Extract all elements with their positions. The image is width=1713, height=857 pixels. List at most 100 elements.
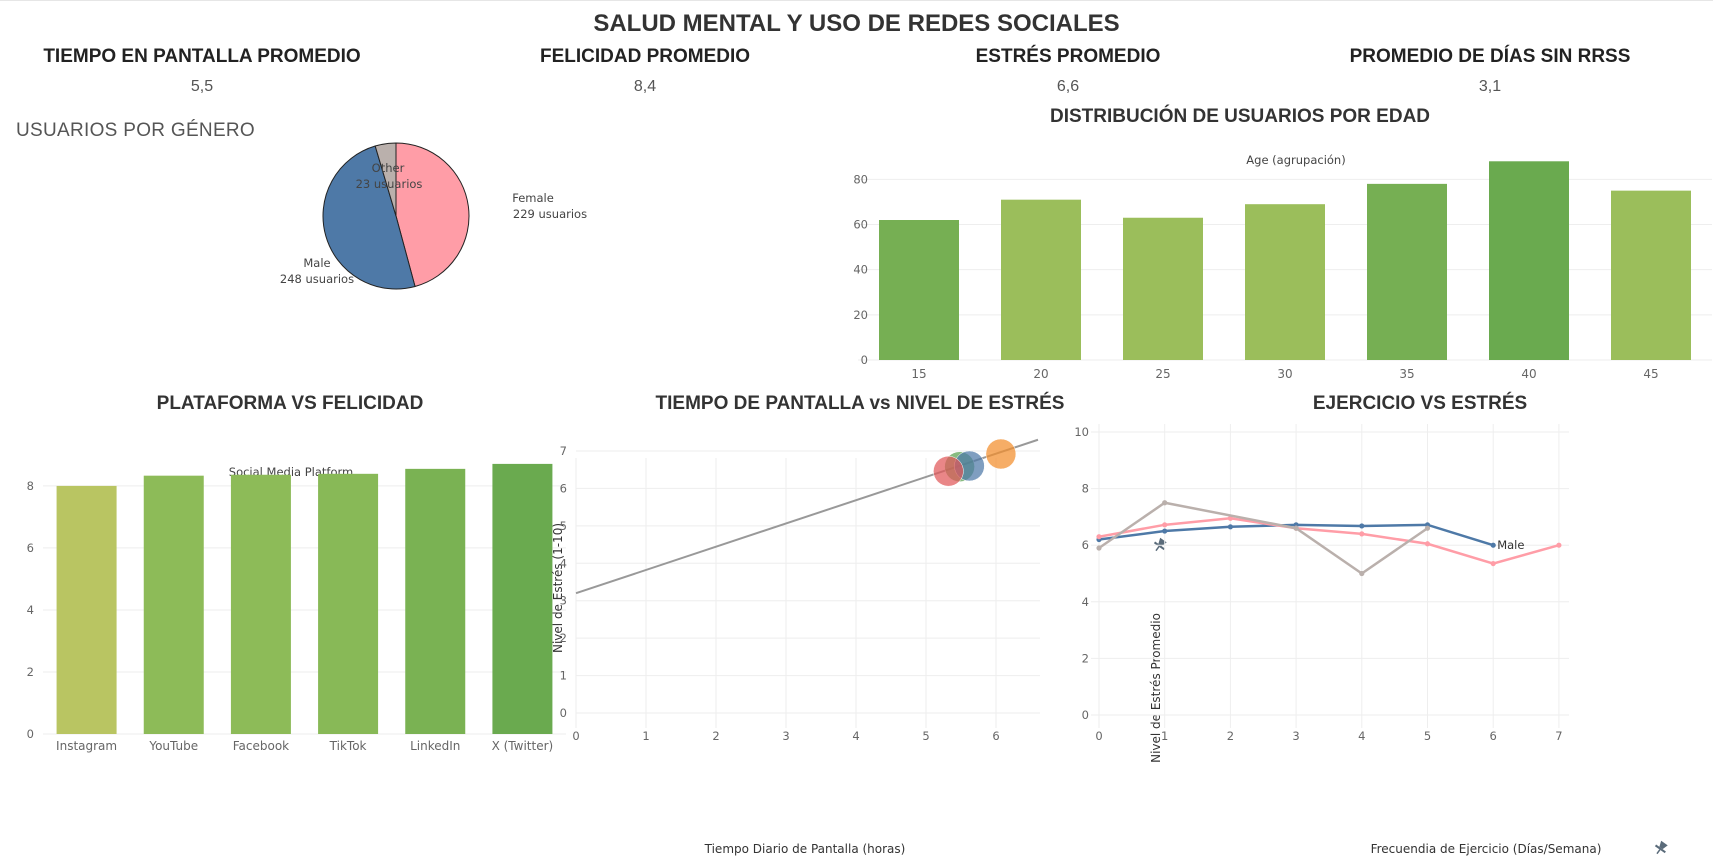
bar bbox=[1611, 190, 1691, 360]
bar bbox=[318, 473, 379, 734]
kpi-screen-time-value: 5,5 bbox=[190, 78, 214, 95]
y-tick-label: 3 bbox=[560, 594, 567, 608]
bar bbox=[143, 475, 204, 734]
y-tick-label: 1 bbox=[560, 669, 567, 683]
bar bbox=[1489, 161, 1569, 360]
scatter-x-label: Tiempo Diario de Pantalla (horas) bbox=[704, 842, 906, 856]
line-point bbox=[1162, 522, 1168, 528]
pie-value-male: 248 usuarios bbox=[280, 272, 354, 286]
y-tick-label: 20 bbox=[853, 308, 868, 322]
x-tick-label: 6 bbox=[992, 729, 999, 743]
gender-pie-chart: Female 229 usuarios Male 248 usuarios Ot… bbox=[280, 142, 587, 290]
kpi-days-off-label: PROMEDIO DE DÍAS SIN RRSS bbox=[1349, 46, 1631, 67]
x-tick-label: 40 bbox=[1521, 367, 1536, 381]
scatter-point bbox=[933, 455, 964, 487]
line-point bbox=[1424, 541, 1431, 547]
line-series bbox=[1098, 501, 1429, 576]
y-tick-label: 8 bbox=[27, 479, 34, 493]
line-point bbox=[1424, 525, 1431, 531]
line-point bbox=[1227, 515, 1233, 521]
line-plot-area: 0 1 2 3 4 5 6 7 0 2 4 6 8 10 Male bbox=[1074, 424, 1569, 743]
bar bbox=[492, 463, 553, 734]
pie-value-female: 229 usuarios bbox=[513, 207, 587, 221]
kpi-happiness-value: 8,4 bbox=[633, 78, 657, 95]
y-tick-label: 2 bbox=[1082, 651, 1089, 665]
x-tick-label: 2 bbox=[712, 729, 719, 743]
pie-slice-other bbox=[374, 142, 397, 217]
bar bbox=[405, 468, 466, 734]
x-tick-label: Facebook bbox=[233, 739, 289, 753]
x-tick-label: 5 bbox=[922, 729, 929, 743]
line-x-label: Frecuendia de Ejercicio (Días/Semana) bbox=[1371, 842, 1602, 856]
pie-label-other: Other bbox=[372, 161, 405, 175]
x-tick-label: 3 bbox=[1292, 729, 1299, 743]
age-axis-title: Age (agrupación) bbox=[1246, 153, 1345, 167]
age-bar-chart: Age (agrupación) 0 20 40 60 80 15 20 25 30 35 40 45 bbox=[853, 153, 1712, 381]
y-tick-label: 40 bbox=[853, 263, 868, 277]
series-label-male: Male bbox=[1497, 538, 1524, 552]
x-tick-label: 25 bbox=[1155, 367, 1170, 381]
x-tick-label: TikTok bbox=[329, 739, 367, 753]
line-y-label: Nivel de Estrés Promedio bbox=[1149, 613, 1163, 763]
y-tick-label: 0 bbox=[1082, 708, 1089, 722]
line-series bbox=[1098, 517, 1560, 565]
y-tick-label: 60 bbox=[853, 218, 868, 232]
kpi-stress-value: 6,6 bbox=[1056, 78, 1080, 95]
x-tick-label: YouTube bbox=[148, 739, 198, 753]
y-tick-label: 80 bbox=[853, 172, 868, 186]
scatter-plot-area: Tiempo Diario de Pantalla (horas) Nivel … bbox=[551, 438, 1040, 856]
pie-value-other: 23 usuarios bbox=[356, 177, 423, 191]
line-point bbox=[1162, 500, 1168, 506]
kpi-happiness-label: FELICIDAD PROMEDIO bbox=[539, 46, 751, 67]
x-tick-label: 6 bbox=[1490, 729, 1497, 743]
kpi-screen-time-label: TIEMPO EN PANTALLA PROMEDIO bbox=[43, 46, 361, 67]
x-tick-label: 7 bbox=[1555, 729, 1562, 743]
y-tick-label: 2 bbox=[27, 665, 34, 679]
pie-slice-female bbox=[395, 142, 470, 288]
line-point bbox=[1293, 525, 1299, 531]
x-axis-pin-icon[interactable] bbox=[1652, 840, 1669, 857]
top-divider bbox=[0, 0, 1713, 1]
x-tick-label: 45 bbox=[1643, 367, 1658, 381]
pie-label-female: Female bbox=[512, 191, 554, 205]
bar bbox=[1367, 183, 1447, 360]
line-point bbox=[1227, 524, 1233, 530]
line-point bbox=[1162, 528, 1168, 534]
x-tick-label: 1 bbox=[642, 729, 649, 743]
line-point bbox=[1490, 542, 1496, 548]
y-tick-label: 4 bbox=[27, 603, 34, 617]
y-tick-label: 4 bbox=[1082, 595, 1089, 609]
scatter-y-label: Nivel de Estrés (1-10) bbox=[551, 523, 565, 653]
x-tick-label: LinkedIn bbox=[410, 739, 460, 753]
line-chart-title: EJERCICIO VS ESTRÉS bbox=[1312, 393, 1528, 414]
exercise-stress-line-chart: Frecuendia de Ejercicio (Días/Semana) Ni… bbox=[1074, 424, 1669, 857]
y-tick-label: 4 bbox=[560, 556, 567, 570]
line-point bbox=[1096, 545, 1102, 551]
x-tick-label: 4 bbox=[852, 729, 859, 743]
y-tick-label: 8 bbox=[1082, 482, 1089, 496]
y-tick-label: 0 bbox=[861, 353, 868, 367]
bar bbox=[879, 220, 959, 360]
y-tick-label: 6 bbox=[1082, 538, 1089, 552]
y-axis-pin-icon[interactable] bbox=[1151, 537, 1168, 555]
kpi-stress-label: ESTRÉS PROMEDIO bbox=[975, 46, 1161, 67]
line-point bbox=[1359, 531, 1365, 537]
scatter-point bbox=[985, 438, 1017, 470]
bar bbox=[56, 485, 117, 734]
age-chart-title: DISTRIBUCIÓN DE USUARIOS POR EDAD bbox=[1049, 106, 1431, 127]
line-point bbox=[1556, 542, 1562, 548]
y-tick-label: 0 bbox=[560, 706, 567, 720]
x-tick-label: 4 bbox=[1358, 729, 1365, 743]
bar bbox=[1001, 199, 1081, 360]
x-tick-label: 2 bbox=[1227, 729, 1234, 743]
x-tick-label: 3 bbox=[782, 729, 789, 743]
line-point bbox=[1359, 523, 1365, 529]
y-tick-label: 7 bbox=[560, 444, 567, 458]
line-point bbox=[1359, 570, 1365, 577]
x-tick-label: 5 bbox=[1424, 729, 1431, 743]
x-tick-label: X (Twitter) bbox=[492, 739, 554, 753]
y-tick-label: 2 bbox=[560, 631, 567, 645]
x-tick-label: 0 bbox=[572, 729, 579, 743]
scatter-chart-title: TIEMPO DE PANTALLA vs NIVEL DE ESTRÉS bbox=[655, 393, 1065, 414]
